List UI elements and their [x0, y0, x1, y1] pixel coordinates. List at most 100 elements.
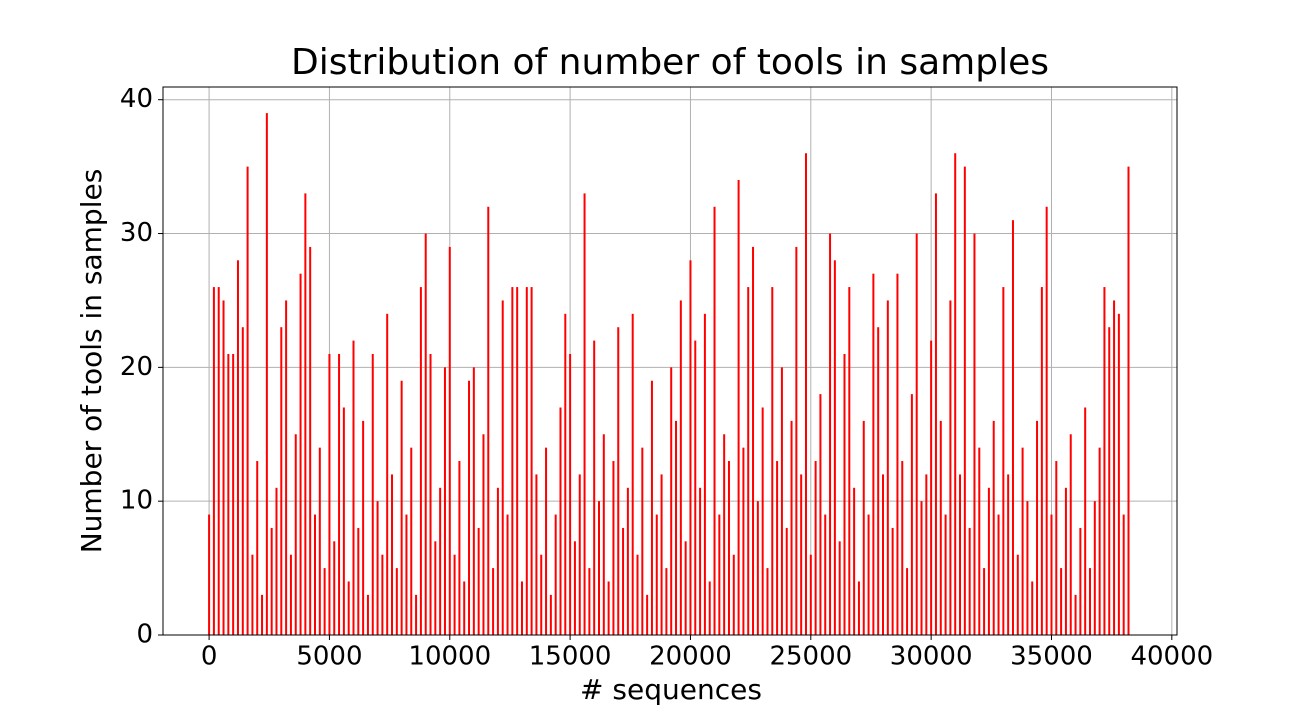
bar — [843, 353, 846, 635]
bar — [742, 447, 745, 635]
bar — [597, 501, 600, 635]
bar — [280, 327, 283, 635]
bar — [583, 193, 586, 635]
bar — [208, 514, 211, 635]
bar — [814, 461, 817, 635]
bar — [477, 527, 480, 635]
bar — [342, 407, 345, 635]
bar — [559, 407, 562, 635]
bar — [1074, 594, 1077, 635]
bar — [1036, 420, 1039, 635]
bar — [727, 461, 730, 635]
bar — [737, 180, 740, 635]
x-tick-label: 10000 — [408, 642, 491, 672]
bar — [804, 153, 807, 635]
bar — [877, 327, 880, 635]
y-tick-label: 20 — [120, 352, 153, 382]
bar — [732, 554, 735, 635]
bar — [949, 300, 952, 635]
bar — [1055, 461, 1058, 635]
y-tick-label: 0 — [136, 620, 153, 650]
bar — [973, 233, 976, 636]
bar — [516, 287, 519, 635]
x-tick-label: 30000 — [890, 642, 973, 672]
bar — [251, 554, 254, 635]
bar — [578, 474, 581, 635]
bar — [771, 287, 774, 635]
bar — [607, 581, 610, 635]
bar — [429, 353, 432, 635]
bar — [1016, 554, 1019, 635]
bar — [829, 233, 832, 636]
bar — [1108, 327, 1111, 635]
bar — [530, 287, 533, 635]
bar — [670, 367, 673, 635]
bar — [1064, 487, 1067, 635]
bar — [857, 581, 860, 635]
bar — [747, 287, 750, 635]
bar — [689, 260, 692, 635]
bar — [655, 514, 658, 635]
bar — [795, 246, 798, 635]
bar — [641, 447, 644, 635]
bar — [443, 367, 446, 635]
bar — [376, 501, 379, 635]
bar — [675, 420, 678, 635]
bar — [1079, 527, 1082, 635]
bar — [622, 527, 625, 635]
x-tick-label: 40000 — [1130, 642, 1213, 672]
y-tick-label: 30 — [120, 218, 153, 248]
bar — [708, 581, 711, 635]
bar — [1007, 474, 1010, 635]
bar — [261, 594, 264, 635]
bar — [246, 166, 249, 635]
bar — [472, 367, 475, 635]
bar — [241, 327, 244, 635]
bar — [1117, 313, 1120, 635]
bar — [569, 353, 572, 635]
bar — [1122, 514, 1125, 635]
bar — [882, 474, 885, 635]
bar — [699, 487, 702, 635]
bar — [410, 447, 413, 635]
x-tick-label: 0 — [201, 642, 218, 672]
bar — [256, 461, 259, 635]
bar — [391, 474, 394, 635]
bar — [362, 420, 365, 635]
bar — [573, 541, 576, 635]
bar — [540, 554, 543, 635]
bar — [833, 260, 836, 635]
bar — [338, 353, 341, 635]
bar — [352, 340, 355, 635]
bar — [896, 273, 899, 635]
bar — [525, 287, 528, 635]
bar — [703, 313, 706, 635]
bar — [415, 594, 418, 635]
bar — [381, 554, 384, 635]
bar — [992, 420, 995, 635]
bar — [1103, 287, 1106, 635]
bar — [650, 380, 653, 635]
bar — [299, 273, 302, 635]
bar — [212, 287, 215, 635]
bar — [289, 554, 292, 635]
bar — [665, 568, 668, 635]
bar — [232, 353, 235, 635]
bar — [944, 514, 947, 635]
y-tick-label: 10 — [120, 486, 153, 516]
bar — [602, 434, 605, 635]
bar — [405, 514, 408, 635]
bar — [1069, 434, 1072, 635]
bar — [1084, 407, 1087, 635]
bar — [612, 461, 615, 635]
y-tick-label: 40 — [120, 84, 153, 114]
bar — [838, 541, 841, 635]
bar — [968, 527, 971, 635]
bar — [617, 327, 620, 635]
bar — [934, 193, 937, 635]
bar — [501, 300, 504, 635]
bar — [482, 434, 485, 635]
bar — [453, 554, 456, 635]
bar — [371, 353, 374, 635]
bar — [785, 527, 788, 635]
